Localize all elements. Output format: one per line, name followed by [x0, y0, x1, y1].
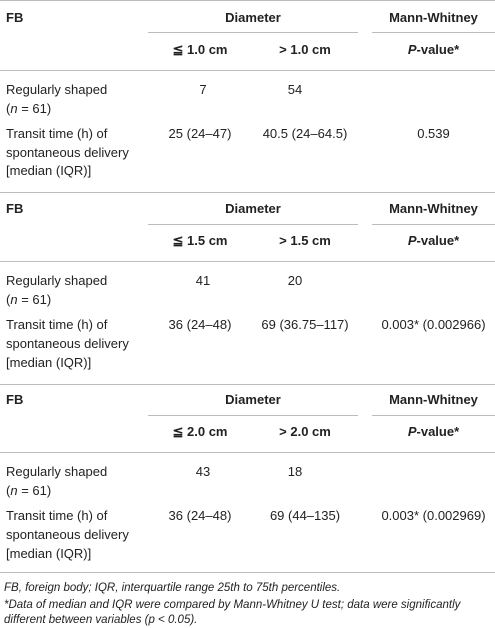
row-regularly-shaped-n: (n = 61)	[6, 483, 51, 499]
cell-p-value: 0.003* (0.002969)	[381, 508, 486, 523]
row-transit-label-2: spontaneous delivery	[6, 145, 129, 160]
subheader-rule	[0, 261, 495, 262]
row-transit-label-1: Transit time (h) of	[6, 126, 108, 141]
cell-large-count: 54	[287, 82, 303, 97]
subheader-large-diameter: > 2.0 cm	[279, 424, 331, 439]
section-3-top-rule	[0, 384, 495, 385]
row-regularly-shaped-label: Regularly shaped	[6, 464, 108, 479]
p-value-suffix: -value*	[416, 424, 460, 439]
section-1-top-rule	[0, 0, 495, 1]
col-header-diameter: Diameter	[225, 201, 281, 216]
n-rest: = 61)	[17, 292, 52, 307]
cell-p-value: 0.003* (0.002966)	[381, 317, 486, 332]
col-header-diameter: Diameter	[225, 10, 281, 25]
p-value-suffix: -value*	[416, 233, 460, 248]
subheader-p-value: P-value*	[372, 42, 495, 58]
subheader-p-value: P-value*	[372, 233, 495, 249]
row-transit-label-2: spontaneous delivery	[6, 336, 129, 351]
subheader-p-value: P-value*	[372, 424, 495, 440]
cell-small-count: 41	[195, 273, 211, 288]
diameter-underline	[148, 415, 358, 416]
footnote-statistics-1: *Data of median and IQR were compared by…	[4, 599, 461, 611]
paren-open: (	[6, 101, 11, 116]
p-italic: P	[407, 233, 417, 248]
n-rest: = 61)	[17, 483, 52, 498]
n-rest: = 61)	[17, 101, 52, 116]
row-transit-label-3: [median (IQR)]	[6, 546, 92, 561]
p-italic: P	[407, 42, 417, 57]
cell-small-transit: 25 (24–47)	[168, 126, 232, 141]
mann-whitney-underline	[372, 32, 495, 33]
cell-small-count: 7	[199, 82, 207, 97]
footnote-statistics-2: different between variables (p < 0.05).	[4, 614, 198, 626]
subheader-rule	[0, 70, 495, 71]
n-italic: n	[10, 483, 18, 498]
row-regularly-shaped-n: (n = 61)	[6, 292, 51, 308]
row-transit-label-3: [median (IQR)]	[6, 355, 92, 370]
mann-whitney-underline	[372, 415, 495, 416]
section-2-top-rule	[0, 192, 495, 193]
n-italic: n	[10, 292, 18, 307]
subheader-large-diameter: > 1.5 cm	[279, 233, 331, 248]
cell-large-transit: 69 (44–135)	[269, 508, 341, 523]
cell-large-count: 20	[287, 273, 303, 288]
col-header-diameter: Diameter	[225, 392, 281, 407]
col-header-fb: FB	[6, 10, 24, 25]
cell-small-transit: 36 (24–48)	[168, 508, 232, 523]
p-italic: P	[407, 424, 417, 439]
col-header-fb: FB	[6, 201, 24, 216]
col-header-mann-whitney: Mann-Whitney	[389, 10, 478, 25]
subheader-small-diameter: ≦ 2.0 cm	[172, 424, 228, 439]
cell-large-transit: 40.5 (24–64.5)	[262, 126, 348, 141]
table-bottom-rule	[0, 572, 495, 573]
col-header-mann-whitney: Mann-Whitney	[389, 201, 478, 216]
diameter-underline	[148, 224, 358, 225]
row-transit-label-2: spontaneous delivery	[6, 527, 129, 542]
subheader-small-diameter: ≦ 1.5 cm	[172, 233, 228, 248]
subheader-small-diameter: ≦ 1.0 cm	[172, 42, 228, 57]
subheader-rule	[0, 452, 495, 453]
row-transit-label-1: Transit time (h) of	[6, 508, 108, 523]
table-footnotes: FB, foreign body; IQR, interquartile ran…	[4, 581, 494, 628]
paren-open: (	[6, 483, 11, 498]
row-regularly-shaped-label: Regularly shaped	[6, 273, 108, 288]
cell-p-value: 0.539	[417, 126, 450, 141]
row-transit-label-1: Transit time (h) of	[6, 317, 108, 332]
mann-whitney-underline	[372, 224, 495, 225]
footnote-abbreviations: FB, foreign body; IQR, interquartile ran…	[4, 582, 341, 594]
col-header-fb: FB	[6, 392, 24, 407]
row-regularly-shaped-n: (n = 61)	[6, 101, 51, 117]
cell-large-transit: 69 (36.75–117)	[261, 317, 349, 332]
row-regularly-shaped-label: Regularly shaped	[6, 82, 108, 97]
row-transit-label-3: [median (IQR)]	[6, 163, 92, 178]
cell-small-transit: 36 (24–48)	[168, 317, 232, 332]
n-italic: n	[10, 101, 18, 116]
col-header-mann-whitney: Mann-Whitney	[389, 392, 478, 407]
cell-small-count: 43	[195, 464, 211, 479]
subheader-large-diameter: > 1.0 cm	[279, 42, 331, 57]
diameter-underline	[148, 32, 358, 33]
p-value-suffix: -value*	[416, 42, 460, 57]
paren-open: (	[6, 292, 11, 307]
cell-large-count: 18	[287, 464, 303, 479]
